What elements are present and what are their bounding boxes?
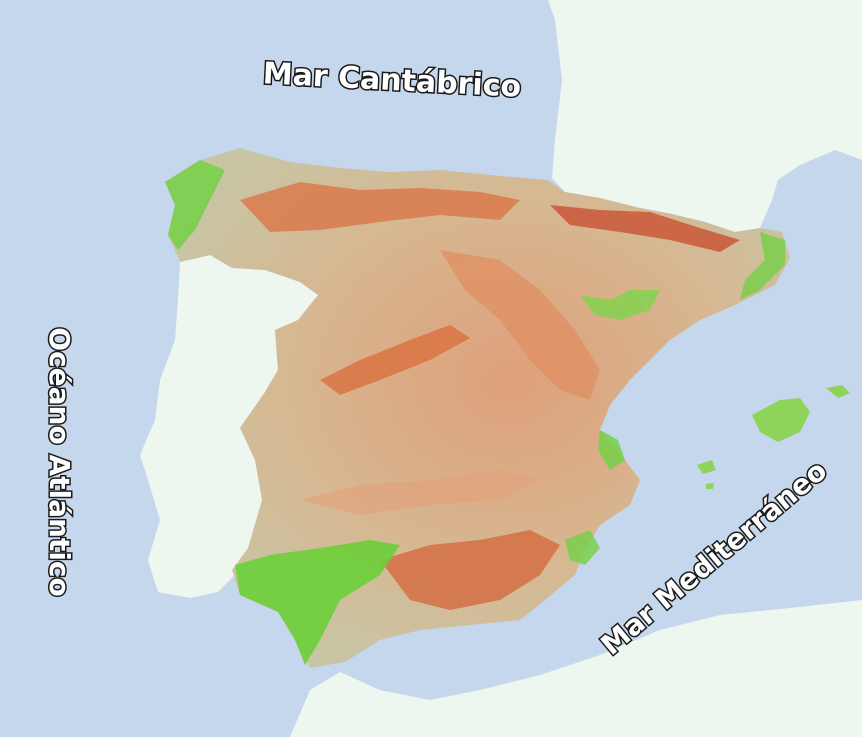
france-land <box>548 0 862 232</box>
central-system <box>320 325 470 395</box>
portugal-land <box>140 255 318 598</box>
mallorca <box>752 398 810 442</box>
iberian-system <box>440 250 600 400</box>
guadalquivir-valley <box>235 540 400 665</box>
label-oceano-atlantico: Océano Atlántico <box>43 327 76 597</box>
ebro-valley <box>580 290 660 320</box>
sierra-morena <box>300 470 540 515</box>
cantabrian-mountains <box>240 182 520 232</box>
spain-land <box>165 148 790 668</box>
murcia-coast <box>565 530 600 565</box>
betic-system <box>380 530 560 610</box>
africa-land <box>290 600 862 737</box>
ibiza <box>697 460 716 474</box>
catalonia-coast <box>740 232 785 300</box>
pyrenees <box>550 205 740 252</box>
galicia-coast <box>165 160 225 250</box>
menorca <box>826 385 850 398</box>
formentera <box>706 483 714 489</box>
valencia-coast <box>598 430 625 470</box>
